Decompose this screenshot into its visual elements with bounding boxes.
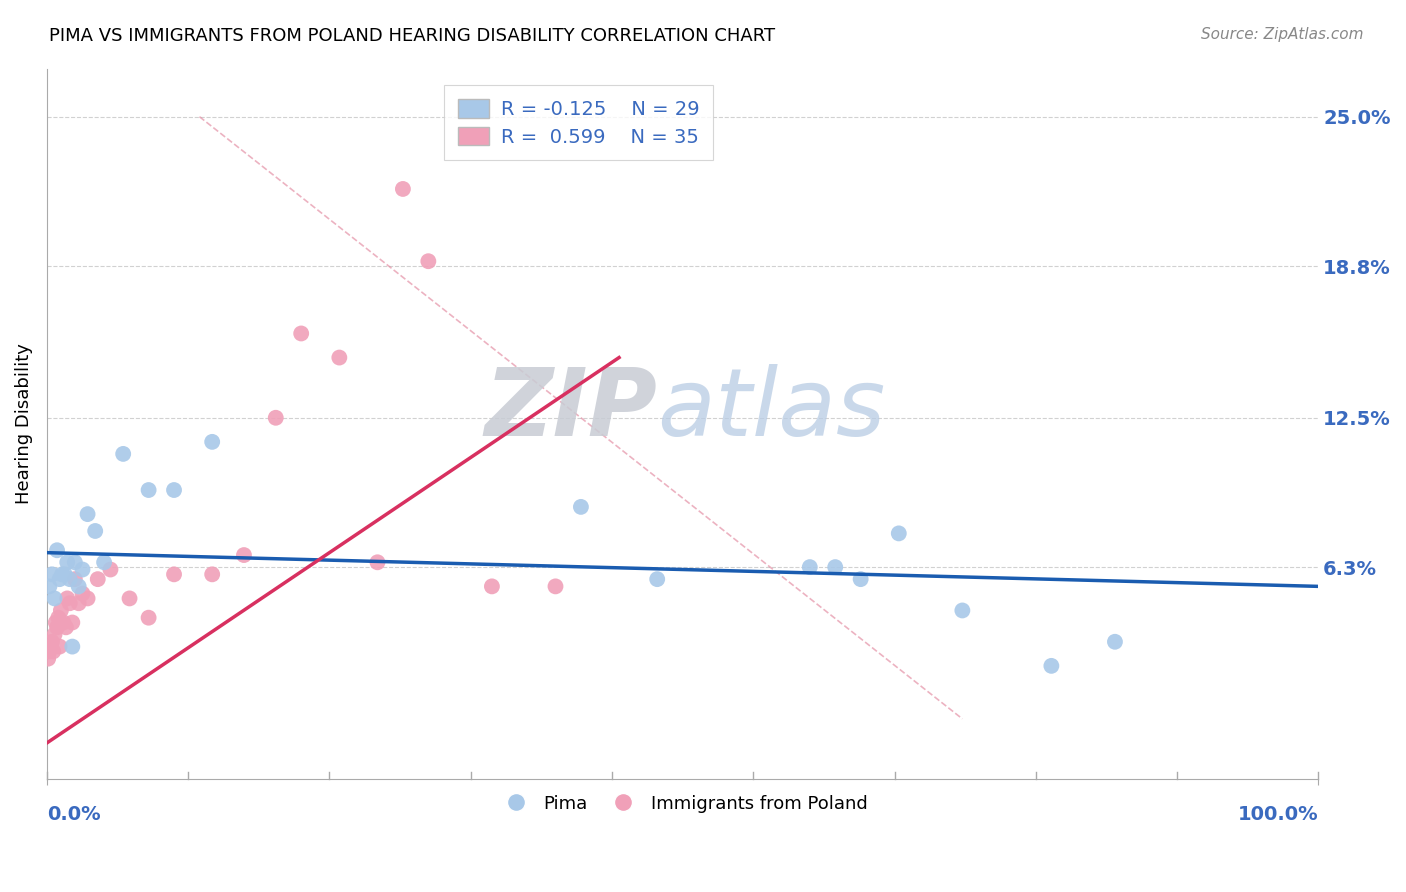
- Point: [887, 526, 910, 541]
- Point: [824, 560, 846, 574]
- Point: [59, 596, 82, 610]
- Point: [46, 543, 69, 558]
- Point: [366, 555, 388, 569]
- Point: [950, 603, 973, 617]
- Y-axis label: Hearing Disability: Hearing Disability: [15, 343, 32, 504]
- Text: atlas: atlas: [657, 364, 886, 455]
- Point: [201, 567, 224, 582]
- Point: [72, 562, 94, 576]
- Point: [41, 634, 63, 648]
- Point: [112, 447, 135, 461]
- Text: PIMA VS IMMIGRANTS FROM POLAND HEARING DISABILITY CORRELATION CHART: PIMA VS IMMIGRANTS FROM POLAND HEARING D…: [49, 27, 775, 45]
- Point: [48, 640, 70, 654]
- Text: 100.0%: 100.0%: [1237, 805, 1319, 824]
- Point: [56, 555, 79, 569]
- Point: [42, 644, 65, 658]
- Point: [418, 254, 440, 268]
- Point: [138, 483, 160, 497]
- Point: [76, 591, 98, 606]
- Point: [38, 644, 60, 658]
- Point: [93, 555, 115, 569]
- Point: [849, 572, 872, 586]
- Point: [63, 572, 86, 586]
- Point: [46, 620, 69, 634]
- Point: [481, 579, 503, 593]
- Point: [645, 572, 668, 586]
- Point: [1040, 658, 1063, 673]
- Point: [233, 548, 256, 562]
- Point: [63, 555, 86, 569]
- Point: [392, 182, 415, 196]
- Text: ZIP: ZIP: [484, 364, 657, 456]
- Point: [290, 326, 312, 341]
- Point: [60, 640, 83, 654]
- Point: [1104, 634, 1126, 648]
- Point: [53, 567, 76, 582]
- Point: [72, 586, 94, 600]
- Point: [799, 560, 821, 574]
- Legend: Pima, Immigrants from Poland: Pima, Immigrants from Poland: [491, 788, 875, 820]
- Point: [118, 591, 141, 606]
- Point: [41, 567, 63, 582]
- Text: 0.0%: 0.0%: [46, 805, 100, 824]
- Point: [56, 591, 79, 606]
- Point: [51, 567, 73, 582]
- Point: [37, 651, 59, 665]
- Point: [49, 603, 72, 617]
- Point: [138, 610, 160, 624]
- Point: [39, 640, 62, 654]
- Point: [264, 410, 287, 425]
- Point: [76, 507, 98, 521]
- Point: [87, 572, 110, 586]
- Text: Source: ZipAtlas.com: Source: ZipAtlas.com: [1201, 27, 1364, 42]
- Point: [544, 579, 567, 593]
- Point: [569, 500, 592, 514]
- Point: [38, 579, 60, 593]
- Point: [46, 610, 69, 624]
- Point: [55, 620, 77, 634]
- Point: [45, 615, 67, 630]
- Point: [67, 579, 90, 593]
- Point: [44, 591, 66, 606]
- Point: [52, 615, 75, 630]
- Point: [100, 562, 122, 576]
- Point: [48, 572, 70, 586]
- Point: [60, 615, 83, 630]
- Point: [201, 434, 224, 449]
- Point: [59, 572, 82, 586]
- Point: [44, 627, 66, 641]
- Point: [163, 483, 186, 497]
- Point: [163, 567, 186, 582]
- Point: [67, 596, 90, 610]
- Point: [84, 524, 107, 538]
- Point: [328, 351, 350, 365]
